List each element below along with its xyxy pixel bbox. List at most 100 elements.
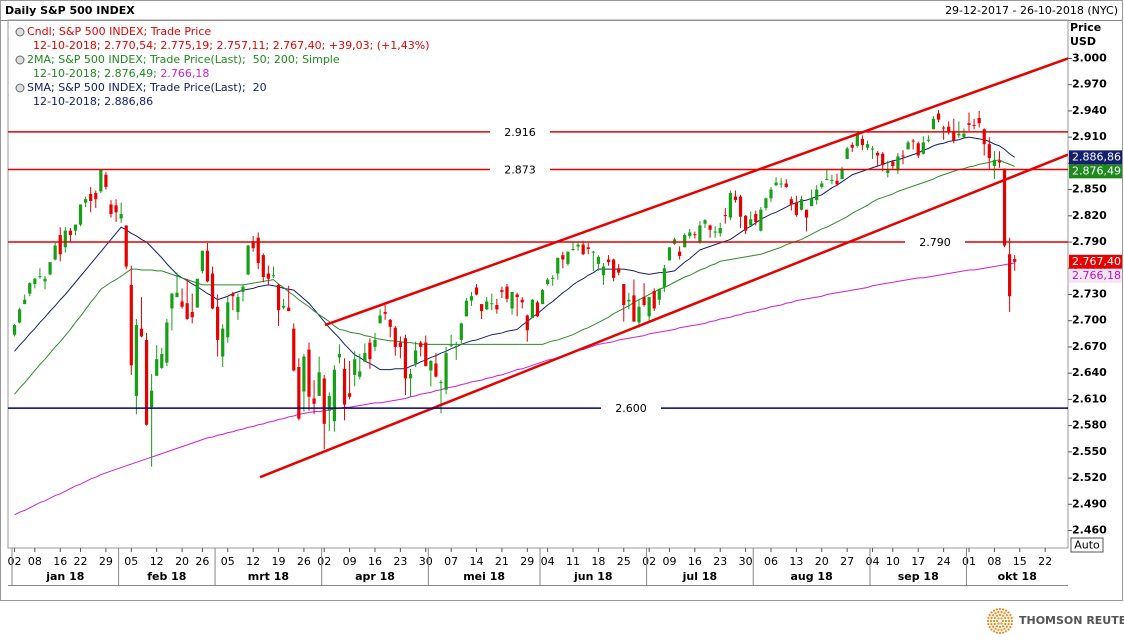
candle-body	[835, 180, 839, 185]
candle-body	[642, 297, 646, 305]
candle-body	[94, 193, 98, 200]
x-tick-label: 21	[495, 555, 509, 568]
moving-average-line	[14, 159, 1015, 395]
candle-body	[246, 245, 250, 275]
trendline	[324, 57, 1068, 327]
y-tick-label: 2.820	[1072, 209, 1107, 222]
candle-body	[28, 283, 32, 294]
candle-body	[571, 249, 575, 251]
candle-body	[63, 230, 67, 248]
last-value-label: 2.766,18	[1072, 269, 1121, 282]
candle-body	[368, 342, 372, 360]
brand-name: THOMSON REUTERS	[1019, 614, 1124, 627]
level-label-bg	[490, 159, 550, 180]
candle-body	[195, 278, 199, 308]
candle-body	[373, 339, 377, 347]
candle-body	[124, 225, 128, 267]
candle-body	[474, 287, 479, 295]
auto-button[interactable]	[1070, 537, 1104, 553]
logo-dot	[1009, 625, 1012, 629]
candle-body	[221, 328, 225, 357]
candle-body	[271, 275, 276, 277]
candle-body	[779, 183, 783, 185]
candle-body	[241, 286, 245, 292]
candle-body	[276, 284, 281, 311]
logo-dot	[988, 613, 991, 617]
logo-dot	[994, 627, 997, 630]
candle-body	[876, 152, 880, 156]
plot-area	[7, 19, 1069, 549]
candle-body	[256, 237, 260, 264]
candle-body	[926, 139, 930, 141]
candle-body	[896, 156, 900, 171]
candle-body	[459, 323, 463, 340]
candle-body	[987, 144, 991, 159]
x-tick-label: 30	[419, 555, 433, 568]
logo-dot	[1002, 631, 1005, 634]
logo-dot	[998, 613, 1002, 617]
logo-dot	[1004, 619, 1008, 623]
x-tick-label: 04	[541, 555, 555, 568]
y-tick-label: 3.000	[1072, 51, 1107, 64]
x-tick-label: 19	[272, 555, 286, 568]
candle-body	[667, 247, 672, 261]
candle-body	[505, 286, 509, 299]
candle-body	[886, 170, 890, 173]
logo-dot	[1007, 622, 1010, 626]
logo-dot	[1004, 616, 1007, 620]
logo-dot	[1000, 622, 1003, 625]
candle-body	[307, 349, 311, 397]
candle-body	[485, 301, 489, 310]
x-tick-label: 25	[617, 555, 631, 568]
candle-body	[322, 378, 326, 424]
candle-body	[480, 304, 484, 312]
last-value-label: 2.886,86	[1072, 150, 1121, 163]
candle-body	[754, 214, 758, 222]
candle-body	[48, 262, 52, 275]
logo-dot	[998, 625, 1002, 629]
candle-body	[104, 174, 108, 187]
logo-dot	[992, 609, 996, 612]
logo-dot	[1004, 609, 1008, 612]
legend-part: 12-10-2018; 2.886,86	[33, 95, 153, 108]
x-tick-label: 22	[1038, 555, 1052, 568]
candle-body	[703, 220, 707, 224]
candle-body	[12, 325, 17, 335]
candle-body	[546, 279, 550, 284]
logo-dot	[1010, 619, 1014, 623]
candle-body	[348, 393, 352, 397]
level-label: 2.790	[919, 236, 951, 249]
candle-body	[109, 204, 113, 215]
candle-body	[688, 232, 692, 236]
candle-body	[1002, 168, 1007, 246]
y-tick-label: 2.490	[1072, 497, 1107, 510]
x-tick-label: 29	[520, 555, 534, 568]
candle-body	[784, 183, 788, 187]
candle-body	[119, 214, 123, 219]
logo-dot	[1000, 628, 1003, 631]
x-tick-label: 01	[962, 555, 976, 568]
candle-body	[383, 311, 387, 314]
candle-body	[312, 398, 316, 404]
candle-body	[1008, 254, 1012, 297]
candle-body	[830, 179, 834, 181]
x-tick-label: 04	[866, 555, 880, 568]
logo-dot	[998, 607, 1002, 611]
logo-dot	[1001, 625, 1005, 628]
candle-body	[810, 198, 814, 207]
candle-body	[190, 311, 194, 318]
candle-body	[749, 219, 753, 226]
candle-body	[68, 230, 72, 236]
candle-body	[738, 196, 743, 217]
x-tick-label: 16	[53, 555, 67, 568]
candle-body	[936, 113, 941, 120]
legend-part: 2MA; S&P 500 INDEX; Trade Price(Last); 5…	[27, 53, 340, 66]
x-tick-label: 14	[470, 555, 484, 568]
x-tick-label: 11	[566, 555, 580, 568]
logo-dot	[1004, 622, 1007, 626]
candle-body	[144, 339, 149, 425]
candle-body	[251, 241, 255, 249]
candle-body	[500, 290, 504, 292]
auto-button-label[interactable]: Auto	[1074, 539, 1100, 552]
last-value-badge	[1069, 268, 1122, 283]
